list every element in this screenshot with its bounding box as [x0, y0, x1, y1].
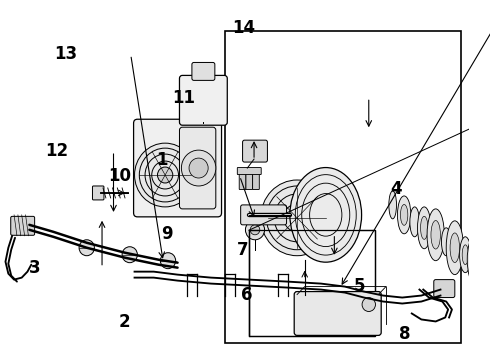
Circle shape — [160, 253, 175, 269]
Ellipse shape — [487, 251, 490, 293]
FancyBboxPatch shape — [239, 171, 246, 189]
Text: 1: 1 — [157, 151, 168, 169]
Text: 4: 4 — [391, 180, 402, 198]
Bar — [249, 230, 375, 336]
Text: 13: 13 — [54, 45, 77, 63]
Text: 6: 6 — [241, 286, 252, 304]
FancyBboxPatch shape — [179, 75, 227, 125]
Ellipse shape — [441, 228, 451, 256]
FancyBboxPatch shape — [434, 280, 455, 298]
FancyBboxPatch shape — [294, 292, 381, 336]
Text: 9: 9 — [161, 225, 173, 243]
Ellipse shape — [467, 236, 483, 284]
FancyBboxPatch shape — [93, 186, 104, 200]
FancyBboxPatch shape — [246, 171, 253, 189]
Circle shape — [181, 150, 216, 186]
Text: 7: 7 — [237, 241, 249, 259]
Ellipse shape — [462, 245, 468, 265]
FancyBboxPatch shape — [179, 127, 216, 209]
Ellipse shape — [410, 207, 419, 237]
Ellipse shape — [427, 209, 444, 261]
Ellipse shape — [431, 221, 441, 249]
Circle shape — [291, 211, 304, 225]
Circle shape — [79, 240, 95, 256]
Text: 12: 12 — [46, 142, 69, 160]
FancyBboxPatch shape — [11, 216, 35, 235]
Ellipse shape — [397, 196, 411, 234]
FancyBboxPatch shape — [134, 119, 221, 217]
Ellipse shape — [417, 207, 431, 249]
FancyBboxPatch shape — [253, 171, 259, 189]
Ellipse shape — [460, 237, 471, 273]
Text: 2: 2 — [119, 312, 131, 330]
Circle shape — [189, 158, 208, 178]
Bar — [249, 230, 375, 336]
Ellipse shape — [420, 216, 428, 239]
Circle shape — [135, 143, 196, 207]
Ellipse shape — [400, 204, 408, 225]
Circle shape — [250, 225, 260, 235]
Ellipse shape — [290, 167, 362, 262]
Circle shape — [261, 180, 333, 256]
Text: 10: 10 — [109, 167, 132, 185]
FancyBboxPatch shape — [192, 62, 215, 80]
Circle shape — [122, 247, 137, 263]
Bar — [224, 31, 461, 343]
Ellipse shape — [389, 191, 396, 219]
Circle shape — [362, 298, 375, 311]
Ellipse shape — [446, 221, 464, 275]
FancyBboxPatch shape — [241, 205, 287, 225]
Text: 11: 11 — [172, 89, 195, 107]
Ellipse shape — [481, 255, 488, 279]
Circle shape — [245, 220, 265, 240]
Text: 3: 3 — [28, 259, 40, 277]
Circle shape — [157, 167, 173, 183]
FancyBboxPatch shape — [237, 167, 261, 175]
FancyBboxPatch shape — [243, 140, 268, 162]
Ellipse shape — [471, 247, 479, 273]
Text: 5: 5 — [353, 277, 365, 295]
Ellipse shape — [450, 233, 460, 262]
Text: 8: 8 — [399, 325, 410, 343]
Text: 14: 14 — [232, 19, 255, 37]
